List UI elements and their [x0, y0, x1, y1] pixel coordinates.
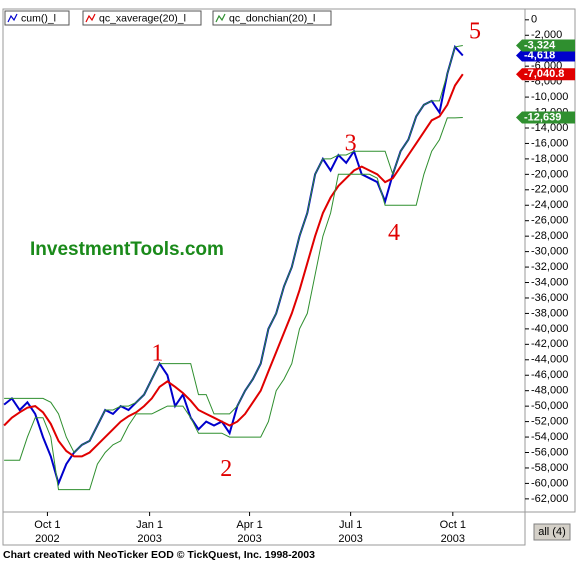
annotation: 1: [151, 341, 163, 367]
series-line-lower: [4, 117, 463, 491]
annotation: 2: [220, 456, 232, 482]
value-tag-label: -3,324: [524, 39, 556, 51]
x-axis-area: [2, 511, 526, 546]
y-tick-label: -46,000: [531, 369, 568, 381]
legend-icon: [7, 13, 18, 23]
x-tick-label: 2003: [237, 533, 261, 545]
legend-box: [212, 10, 332, 26]
value-tag: [516, 68, 575, 81]
y-tick-label: -20,000: [531, 168, 568, 180]
y-tick-label: -60,000: [531, 477, 568, 489]
y-tick-label: -44,000: [531, 354, 568, 366]
value-tag: [516, 49, 575, 62]
y-tick-label: -22,000: [531, 184, 568, 196]
y-tick-label: -36,000: [531, 292, 568, 304]
series-line: [3, 73, 464, 458]
x-tick-label: Oct 1: [34, 519, 60, 531]
y-tick-label: -56,000: [531, 446, 568, 458]
y-tick-label: -40,000: [531, 323, 568, 335]
value-tag-label: -12,639: [524, 111, 561, 123]
legend: cum()_l qc_xaverage(20)_l qc_donchian(20)_…: [4, 10, 332, 26]
annotation: 5: [469, 18, 481, 44]
legend-box: [4, 10, 70, 26]
y-tick-label: 0: [531, 14, 537, 26]
footer: Chart created with NeoTicker EOD © TickQ…: [3, 549, 315, 561]
y-tick-label: -50,000: [531, 400, 568, 412]
value-tag: [516, 111, 575, 124]
legend-icon: [85, 13, 96, 23]
y-tick-label: -48,000: [531, 385, 568, 397]
legend-box: [82, 10, 202, 26]
y-tick-label: -10,000: [531, 91, 568, 103]
y-tick-label: -54,000: [531, 431, 568, 443]
x-tick-label: Jan 1: [136, 519, 163, 531]
x-tick-label: Oct 1: [440, 519, 466, 531]
y-tick-label: -14,000: [531, 122, 568, 134]
annotation: 4: [388, 220, 400, 246]
x-tick-label: 2003: [441, 533, 465, 545]
series-line: [4, 45, 463, 454]
x-tick-label: 2003: [137, 533, 161, 545]
value-tag-label: -7,040.8: [524, 68, 564, 80]
annotation: 3: [345, 130, 357, 156]
y-tick-label: -18,000: [531, 153, 568, 165]
value-tag-label: -4,618: [524, 49, 555, 61]
y-tick-label: -62,000: [531, 493, 568, 505]
y-tick-label: -2,000: [531, 29, 562, 41]
value-tag: [516, 39, 575, 52]
x-tick-label: 2002: [35, 533, 59, 545]
y-tick-label: -34,000: [531, 276, 568, 288]
legend-label: qc_donchian(20)_l: [229, 12, 315, 24]
y-tick-label: -52,000: [531, 416, 568, 428]
y-tick-label: -32,000: [531, 261, 568, 273]
all-button-label[interactable]: all (4): [538, 526, 566, 538]
legend-label: qc_xaverage(20)_l: [99, 12, 186, 24]
y-tick-label: -26,000: [531, 215, 568, 227]
x-tick-label: Jul 1: [339, 519, 362, 531]
x-tick-label: 2003: [338, 533, 362, 545]
y-tick-label: -42,000: [531, 338, 568, 350]
y-tick-label: -58,000: [531, 462, 568, 474]
watermark-box: [18, 232, 256, 268]
y-tick-label: -24,000: [531, 199, 568, 211]
watermark: InvestmentTools.com: [30, 239, 224, 260]
x-tick-label: Apr 1: [236, 519, 262, 531]
legend-label: cum()_l: [21, 12, 56, 24]
y-tick-label: -38,000: [531, 307, 568, 319]
y-tick-label: -28,000: [531, 230, 568, 242]
y-tick-label: -30,000: [531, 246, 568, 258]
y-axis-area: [524, 8, 576, 513]
legend-icon: [215, 13, 226, 23]
y-tick-label: -16,000: [531, 137, 568, 149]
all-button[interactable]: [533, 523, 571, 541]
